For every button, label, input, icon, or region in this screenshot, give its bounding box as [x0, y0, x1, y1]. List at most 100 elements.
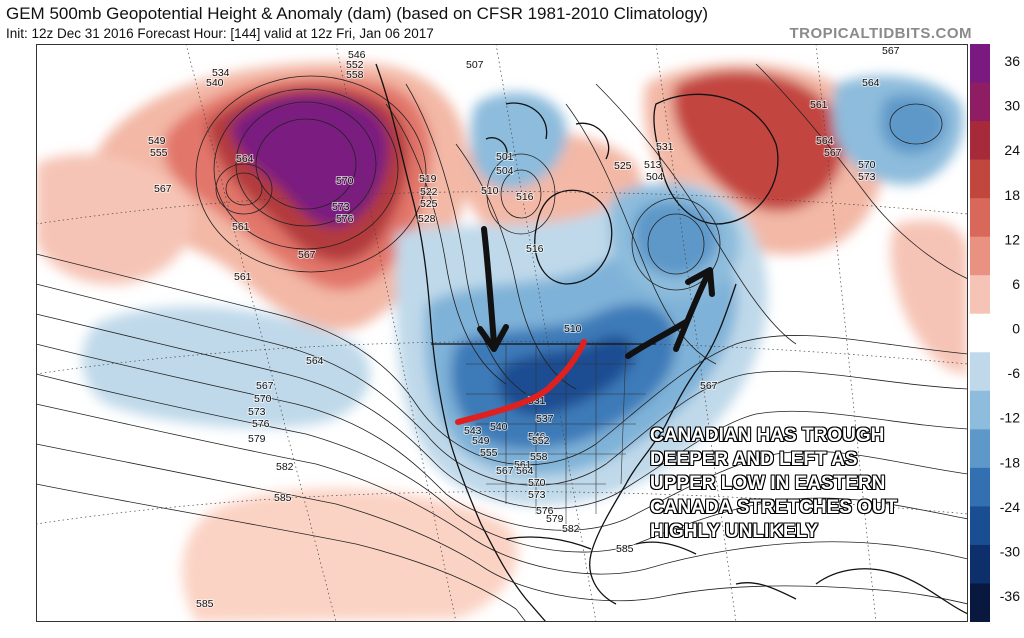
contour-label: 528	[418, 213, 436, 225]
colorbar-swatch	[970, 352, 990, 392]
arctic-islands	[485, 102, 610, 160]
colorbar-swatch	[970, 82, 990, 122]
contour-label: 573	[858, 171, 876, 183]
contour-label: 504	[646, 171, 664, 183]
chart-subtitle: Init: 12z Dec 31 2016 Forecast Hour: [14…	[6, 26, 434, 41]
colorbar-swatch	[970, 429, 990, 469]
contour-label: 549	[148, 135, 166, 147]
contour-label: 573	[248, 406, 266, 418]
arrow-northeast-upper-head	[685, 267, 715, 297]
colorbar-ticks: 36 30 24 18 12 6 0 -6 -12 -18 -24 -30 -36	[1000, 53, 1020, 604]
colorbar-swatch	[970, 313, 990, 353]
greenland	[653, 93, 779, 225]
colorbar-tick-label: -18	[1000, 454, 1020, 470]
contour-label: 513	[644, 159, 662, 171]
contour-label: 564	[236, 153, 254, 165]
colorbar-swatch	[970, 390, 990, 430]
colorbar-swatch	[970, 467, 990, 507]
annotation-line: HIGHLY UNLIKELY	[650, 521, 819, 542]
contour-label: 540	[490, 421, 508, 433]
contour-label: 552	[532, 435, 550, 447]
colorbar-tick-label: -36	[1000, 588, 1020, 604]
contour-label: 510	[564, 323, 582, 335]
colorbar-swatch	[970, 159, 990, 199]
positive-anomaly-pacific	[182, 488, 518, 622]
contour-label: 507	[466, 59, 484, 71]
annotation-line: CANADA STRETCHES OUT	[650, 497, 898, 518]
trough-axis-line	[455, 339, 587, 425]
contour-label: 570	[528, 477, 546, 489]
south-america-coast	[815, 568, 968, 615]
hudson-bay	[534, 189, 613, 285]
contour-label: 570	[336, 175, 354, 187]
contour-label: 525	[614, 160, 632, 172]
contour-label: 558	[530, 451, 548, 463]
arrow-northeast-upper	[673, 271, 711, 352]
contour-label: 564	[516, 465, 534, 477]
contour-label: 579	[248, 433, 266, 445]
contour-label: 546	[528, 431, 546, 443]
contour-label: 567	[298, 249, 316, 261]
contour-label: 576	[536, 505, 554, 517]
anomaly-colorbar: 36 30 24 18 12 6 0 -6 -12 -18 -24 -30 -36	[970, 44, 1020, 622]
colorbar-tick-label: 12	[1004, 231, 1020, 247]
colorbar-swatches	[970, 44, 990, 622]
positive-anomaly-atlantic	[890, 220, 968, 374]
north-america-west-coast	[375, 63, 547, 622]
contour-label: 567	[882, 45, 900, 57]
colorbar-swatch	[970, 198, 990, 238]
contour-label: 576	[252, 418, 270, 430]
colorbar-tick-label: 24	[1004, 142, 1020, 158]
contour-label: 570	[254, 393, 272, 405]
colorbar-tick-label: 18	[1004, 187, 1020, 203]
contour-label: 576	[336, 213, 354, 225]
annotation-arrows	[477, 226, 715, 359]
contour-label: 561	[232, 221, 250, 233]
contour-label: 564	[816, 135, 834, 147]
colorbar-tick-label: 36	[1004, 53, 1020, 69]
contour-label: 564	[306, 355, 324, 367]
chart-title: GEM 500mb Geopotential Height & Anomaly …	[6, 4, 709, 23]
annotation-line: CANADIAN HAS TROUGH	[650, 425, 885, 446]
arrow-northeast-lower	[625, 319, 689, 359]
colorbar-tick-label: 6	[1012, 276, 1020, 292]
contour-label: 585	[196, 598, 214, 610]
colorbar-tick-label: -30	[1000, 543, 1020, 559]
colorbar-swatch	[970, 236, 990, 276]
contour-label: 510	[481, 185, 499, 197]
caribbean-islands	[635, 541, 797, 600]
contour-label: 558	[346, 69, 364, 81]
contour-label: 519	[419, 173, 437, 185]
contour-label: 564	[862, 77, 880, 89]
contour-label: 561	[514, 459, 532, 471]
height-contours	[36, 63, 968, 622]
contour-label: 546	[348, 49, 366, 61]
contour-label: 567	[154, 183, 172, 195]
contour-label: 516	[516, 191, 534, 203]
colorbar-tick-label: -24	[1000, 499, 1020, 515]
negative-anomaly-pacific	[82, 306, 371, 428]
contour-label: 582	[276, 461, 294, 473]
contour-label: 567	[256, 380, 274, 392]
arrow-down	[481, 226, 497, 347]
contour-label: 516	[526, 243, 544, 255]
positive-anomaly-greenland-core	[672, 70, 844, 212]
map-annotation: CANADIAN HAS TROUGH DEEPER AND LEFT AS U…	[650, 424, 897, 544]
colorbar-swatch	[970, 583, 990, 622]
positive-anomaly-alaska-peak	[231, 94, 389, 228]
contour-label: 522	[420, 186, 438, 198]
north-america-east-coast	[589, 283, 737, 605]
brand-watermark: TROPICALTIDBITS.COM	[789, 25, 972, 42]
contour-label: 501	[496, 151, 514, 163]
contour-label: 555	[480, 447, 498, 459]
positive-anomaly-west	[36, 154, 193, 285]
contour-label: 561	[810, 99, 828, 111]
contour-label: 537	[536, 413, 554, 425]
contour-label: 573	[332, 201, 350, 213]
negative-anomaly-baffin	[470, 92, 567, 190]
contour-label: 504	[496, 165, 514, 177]
contour-label: 543	[464, 425, 482, 437]
gulf-coast	[505, 536, 592, 550]
